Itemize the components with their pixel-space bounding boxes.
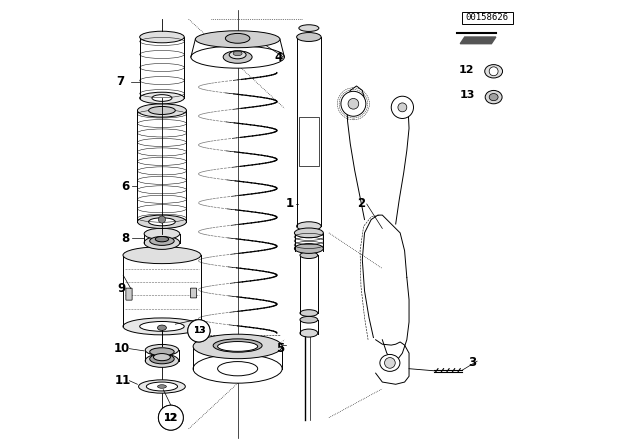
- Ellipse shape: [145, 354, 179, 367]
- Ellipse shape: [300, 329, 318, 337]
- Ellipse shape: [191, 46, 284, 68]
- Circle shape: [158, 405, 183, 430]
- Ellipse shape: [156, 237, 168, 242]
- Text: 12: 12: [164, 413, 178, 422]
- Ellipse shape: [138, 215, 186, 228]
- Text: 6: 6: [121, 180, 129, 193]
- FancyBboxPatch shape: [461, 12, 513, 24]
- Polygon shape: [460, 37, 496, 44]
- Ellipse shape: [140, 31, 184, 43]
- FancyBboxPatch shape: [126, 288, 132, 300]
- Ellipse shape: [148, 218, 175, 226]
- Ellipse shape: [152, 95, 172, 101]
- Ellipse shape: [144, 228, 180, 239]
- Ellipse shape: [294, 244, 323, 254]
- FancyBboxPatch shape: [299, 117, 319, 166]
- Ellipse shape: [485, 90, 502, 104]
- Text: 12: 12: [459, 65, 475, 75]
- Ellipse shape: [145, 345, 179, 356]
- Circle shape: [341, 91, 366, 116]
- Text: 13: 13: [193, 326, 205, 336]
- Text: 3: 3: [468, 356, 476, 369]
- Circle shape: [391, 96, 413, 118]
- Ellipse shape: [300, 252, 318, 258]
- Ellipse shape: [147, 382, 177, 391]
- Ellipse shape: [138, 104, 186, 117]
- Ellipse shape: [294, 228, 323, 238]
- Ellipse shape: [193, 334, 282, 359]
- Ellipse shape: [300, 310, 318, 316]
- Ellipse shape: [229, 51, 246, 59]
- Ellipse shape: [140, 322, 184, 332]
- Text: 9: 9: [118, 282, 126, 295]
- Ellipse shape: [150, 348, 174, 356]
- Ellipse shape: [489, 94, 498, 101]
- Ellipse shape: [140, 92, 184, 104]
- Ellipse shape: [139, 380, 186, 393]
- Text: 5: 5: [276, 342, 284, 355]
- Ellipse shape: [195, 31, 280, 47]
- Circle shape: [188, 320, 210, 342]
- Text: 13: 13: [193, 326, 205, 336]
- Text: 1: 1: [285, 198, 294, 211]
- Circle shape: [158, 405, 183, 430]
- Ellipse shape: [157, 325, 166, 331]
- Circle shape: [158, 216, 166, 223]
- Ellipse shape: [157, 385, 166, 388]
- Text: 13: 13: [460, 90, 475, 100]
- Text: 11: 11: [115, 374, 131, 387]
- Circle shape: [188, 320, 210, 342]
- Ellipse shape: [299, 25, 319, 31]
- Ellipse shape: [150, 354, 174, 364]
- Ellipse shape: [218, 362, 258, 376]
- Text: 8: 8: [121, 232, 129, 245]
- Ellipse shape: [144, 236, 180, 250]
- FancyBboxPatch shape: [191, 288, 196, 298]
- Circle shape: [489, 67, 498, 76]
- Circle shape: [385, 358, 396, 368]
- Text: 12: 12: [164, 413, 178, 422]
- Ellipse shape: [154, 353, 170, 361]
- Ellipse shape: [148, 107, 175, 115]
- Ellipse shape: [296, 33, 321, 42]
- Ellipse shape: [150, 237, 174, 246]
- Ellipse shape: [300, 316, 318, 323]
- Text: 10: 10: [114, 342, 130, 355]
- Text: 2: 2: [357, 198, 365, 211]
- Ellipse shape: [233, 51, 242, 56]
- Text: 00158626: 00158626: [466, 13, 509, 22]
- Circle shape: [398, 103, 407, 112]
- Ellipse shape: [223, 51, 252, 63]
- Text: 7: 7: [116, 75, 125, 88]
- Ellipse shape: [484, 65, 502, 78]
- Text: 4: 4: [275, 51, 283, 64]
- Ellipse shape: [296, 222, 321, 231]
- Ellipse shape: [213, 339, 262, 352]
- Ellipse shape: [218, 341, 258, 351]
- Ellipse shape: [123, 247, 201, 263]
- Ellipse shape: [193, 354, 282, 383]
- Ellipse shape: [123, 318, 201, 335]
- Ellipse shape: [380, 354, 400, 371]
- Circle shape: [348, 99, 359, 109]
- Ellipse shape: [225, 34, 250, 43]
